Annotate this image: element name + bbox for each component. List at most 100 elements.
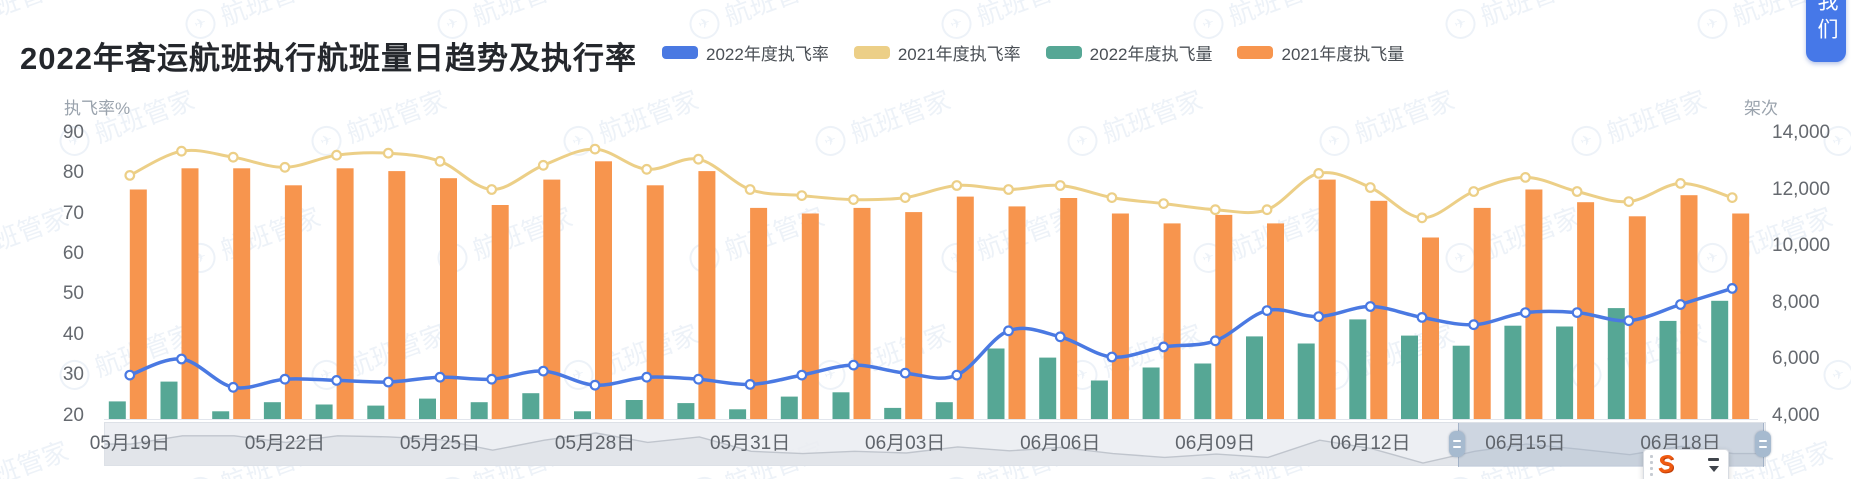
bar-2022-volume	[1039, 357, 1057, 419]
line-2022-rate-marker	[641, 371, 653, 383]
chart-legend: 2022年度执飞率 2021年度执飞率 2022年度执飞量 2021年度执飞量	[662, 40, 1404, 65]
legend-item[interactable]: 2021年度执飞量	[1237, 40, 1404, 65]
line-2022-rate-marker	[951, 369, 963, 381]
sidebar-contact-tab[interactable]: 我们	[1806, 0, 1846, 62]
bar-2021-volume	[233, 168, 251, 419]
y-axis-right-tick: 12,000	[1772, 178, 1831, 200]
line-2021-rate-marker	[486, 184, 498, 195]
y-axis-left-tick: 90	[62, 122, 84, 143]
legend-label: 2022年度执飞量	[1089, 45, 1213, 64]
y-axis-left-tick: 50	[62, 283, 84, 305]
x-axis-tick: 06月18日	[1640, 433, 1721, 454]
bar-2022-volume	[1452, 345, 1470, 419]
y-axis-left-tick: 60	[62, 243, 84, 265]
bar-2021-volume	[1732, 213, 1750, 419]
x-axis-tick: 06月15日	[1485, 433, 1566, 454]
bar-2022-volume	[470, 402, 488, 419]
legend-item[interactable]: 2022年度执飞量	[1045, 40, 1213, 65]
line-2022-rate-marker	[382, 376, 394, 388]
bar-2021-volume	[1215, 214, 1233, 419]
line-2021-rate-marker	[1416, 212, 1428, 224]
bar-2022-volume	[1607, 308, 1625, 419]
legend-swatch	[662, 46, 698, 59]
y-axis-right-tick: 10,000	[1772, 235, 1831, 256]
bar-2022-volume	[1194, 363, 1212, 419]
bar-2021-volume	[750, 207, 768, 419]
y-axis-left-tick: 30	[62, 364, 84, 386]
bar-2022-volume	[419, 398, 436, 419]
bar-2021-volume	[956, 196, 974, 419]
right-axis-title: 架次	[1744, 99, 1778, 118]
line-2021-rate-marker	[1054, 180, 1066, 191]
bar-2021-volume	[388, 171, 406, 419]
line-2021-rate-marker	[744, 184, 756, 195]
line-2021-rate-marker	[176, 145, 187, 157]
drag-grip-icon[interactable]	[1644, 454, 1658, 476]
line-2022-rate-marker	[1623, 315, 1635, 327]
bar-2022-volume	[1556, 326, 1574, 419]
legend-label: 2021年度执飞率	[897, 45, 1021, 64]
bar-2022-volume	[625, 400, 643, 419]
line-2021-rate-marker	[796, 190, 808, 202]
y-axis-right-tick: 8,000	[1772, 291, 1820, 313]
line-2022-rate-marker	[1158, 341, 1169, 353]
line-2021-rate-marker	[434, 155, 446, 167]
bar-2022-volume	[160, 381, 178, 419]
datazoom-handle-right[interactable]	[1755, 431, 1771, 457]
line-2022-rate-marker	[434, 371, 446, 383]
y-axis-right-tick: 4,000	[1772, 404, 1820, 426]
line-2021-rate-marker	[589, 143, 601, 155]
line-2021-rate-marker	[537, 159, 549, 171]
screenshot-tool-popup[interactable]: S	[1643, 449, 1729, 479]
line-2021-rate-marker	[1003, 184, 1014, 195]
line-2021-rate-marker	[899, 192, 911, 204]
bar-2022-volume	[884, 407, 902, 419]
bar-2021-volume	[440, 178, 457, 419]
bar-2021-volume	[1163, 223, 1181, 419]
bar-2022-volume	[987, 348, 1005, 419]
line-2021-rate-marker	[1261, 204, 1273, 216]
bar-2022-volume	[522, 393, 540, 419]
line-2022-rate-marker	[1468, 319, 1480, 331]
widget-collapse-button[interactable]	[1708, 458, 1728, 472]
bar-2022-volume	[1711, 300, 1729, 419]
line-2022-rate-marker	[1364, 301, 1376, 312]
line-2021-rate-marker	[641, 163, 653, 175]
bar-2021-volume	[595, 161, 612, 420]
legend-item[interactable]: 2022年度执飞率	[662, 40, 829, 65]
line-2022-rate-marker	[1106, 351, 1118, 363]
bar-2021-volume	[1473, 207, 1491, 419]
datazoom-handle-left[interactable]	[1449, 431, 1465, 457]
line-2022-rate-marker	[1313, 311, 1325, 323]
bar-2022-volume	[935, 402, 953, 419]
datazoom-shadow-line	[105, 432, 1765, 464]
s-tool-icon[interactable]: S	[1656, 450, 1676, 479]
legend-item[interactable]: 2021年度执飞率	[853, 40, 1021, 65]
line-2022-rate-marker	[124, 369, 136, 381]
legend-swatch	[853, 46, 890, 59]
bar-2021-volume	[646, 185, 664, 419]
y-axis-left-tick: 40	[62, 323, 84, 345]
y-axis-left-tick: 20	[62, 404, 84, 426]
legend-swatch	[1045, 46, 1082, 59]
line-2022-rate-marker	[486, 373, 498, 385]
line-2021-rate-marker	[1106, 192, 1118, 204]
bar-2021-volume	[336, 168, 354, 419]
x-axis-tick: 05月31日	[709, 433, 791, 454]
line-2021-rate	[128, 147, 1734, 220]
bar-2022-volume	[780, 396, 798, 419]
line-2022-rate-marker	[1209, 335, 1221, 347]
datazoom-data-shadow	[105, 432, 1765, 465]
line-2021-rate-marker	[279, 161, 291, 173]
bar-2021-volume	[181, 168, 199, 419]
caret-down-icon	[1708, 466, 1719, 472]
bar-2021-volume	[905, 212, 923, 419]
line-2021-rate-marker	[1519, 171, 1531, 183]
bar-2021-volume	[1525, 189, 1543, 419]
bar-2021-volume	[1422, 237, 1439, 419]
line-2022-rate-marker	[1261, 305, 1273, 317]
x-axis-tick: 05月28日	[554, 433, 636, 454]
line-2022-rate-marker	[744, 379, 756, 390]
